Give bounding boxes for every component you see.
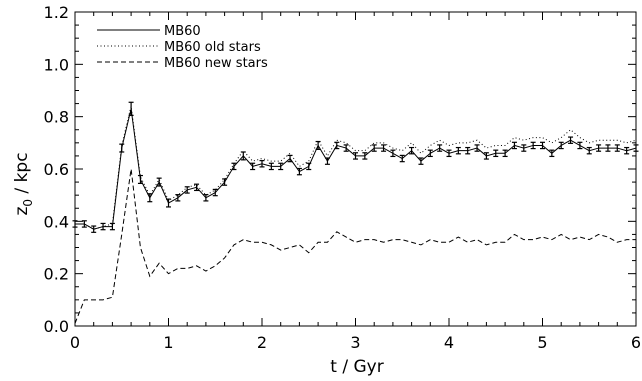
y-axis-title-sub: 0 xyxy=(21,199,35,207)
y-tick-label: 1.0 xyxy=(44,55,69,74)
ticks-layer: 0 1 2 3 4 5 6 0.0 0.2 0.4 0.6 0.8 1.0 1.2 xyxy=(44,3,642,352)
legend-label-mb60-new-stars: MB60 new stars xyxy=(164,56,268,71)
y-tick-label: 0.8 xyxy=(44,108,69,127)
legend-label-mb60: MB60 xyxy=(164,24,201,39)
y-tick-label: 0.2 xyxy=(44,265,69,284)
legend-label-mb60-old-stars: MB60 old stars xyxy=(164,40,261,55)
series-line-mb60-old-stars xyxy=(75,106,637,230)
y-axis-title-rest: / kpc xyxy=(12,152,32,199)
series-line-mb60-new-stars xyxy=(74,168,636,324)
x-tick-label: 3 xyxy=(350,333,360,352)
y-tick-label: 0.6 xyxy=(44,160,69,179)
x-tick-label: 4 xyxy=(444,333,454,352)
y-tick-label: 1.2 xyxy=(44,3,69,22)
plot-frame xyxy=(74,11,637,327)
x-tick-label: 5 xyxy=(537,333,547,352)
y-axis-title: z0 / kpc xyxy=(12,152,35,215)
y-tick-label: 0.0 xyxy=(44,317,69,336)
series-layer xyxy=(74,106,637,324)
y-axis-title-main: z xyxy=(12,207,32,216)
x-tick-label: 6 xyxy=(631,333,641,352)
plot-area xyxy=(74,11,637,327)
x-tick-label: 1 xyxy=(163,333,173,352)
series-line-mb60 xyxy=(75,108,637,230)
x-tick-label: 2 xyxy=(257,333,267,352)
x-axis-title: t / Gyr xyxy=(330,357,383,377)
errorbar-layer xyxy=(72,101,639,233)
x-tick-label: 0 xyxy=(70,333,80,352)
y-tick-label: 0.4 xyxy=(44,212,69,231)
